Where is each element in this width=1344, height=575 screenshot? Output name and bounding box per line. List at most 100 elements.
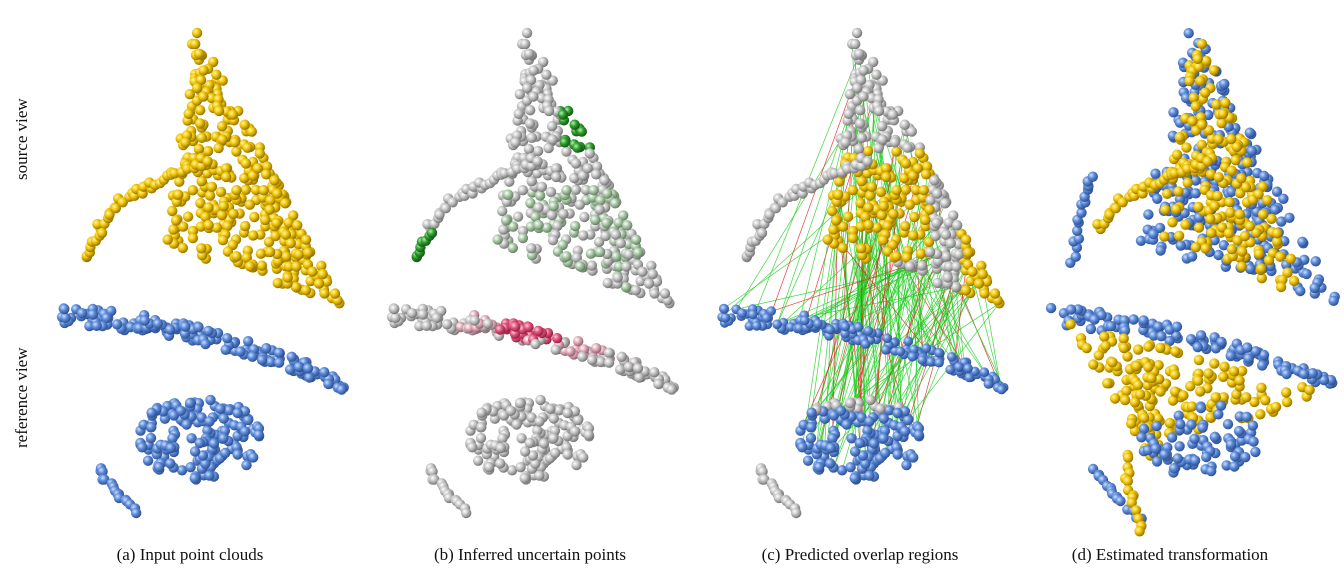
source-point [1134, 389, 1146, 400]
source-point [187, 185, 198, 196]
reference-point [825, 442, 837, 454]
source-point [170, 215, 182, 226]
source-point [507, 242, 518, 254]
reference-point [1226, 186, 1237, 197]
source-point [1193, 375, 1204, 386]
source-point [200, 211, 211, 223]
reference-point [265, 356, 276, 368]
reference-point [1189, 455, 1201, 466]
reference-point [909, 344, 919, 355]
source-point [1195, 75, 1206, 87]
source-point [891, 185, 902, 196]
reference-point [293, 361, 304, 373]
reference-point [825, 324, 835, 335]
reference-point [1174, 441, 1185, 452]
reference-point [1151, 420, 1162, 432]
source-point [615, 238, 626, 249]
source-point [952, 220, 963, 231]
source-point [255, 248, 267, 259]
source-point [530, 211, 541, 223]
source-point [1180, 219, 1191, 230]
reference-point [319, 367, 330, 378]
reference-point [242, 414, 254, 426]
source-point [873, 142, 884, 154]
reference-point [737, 308, 747, 319]
reference-point [748, 309, 758, 320]
source-point [595, 195, 606, 206]
source-point [910, 184, 922, 196]
source-point [1188, 92, 1200, 103]
source-point [300, 234, 312, 245]
reference-point [1119, 325, 1131, 336]
source-point [574, 261, 586, 272]
source-point [280, 198, 291, 209]
source-point [182, 211, 194, 222]
source-point [272, 277, 283, 289]
reference-point [534, 470, 545, 481]
source-point [878, 200, 889, 212]
reference-point [1244, 127, 1256, 138]
reference-point [1159, 449, 1170, 460]
source-point [1185, 381, 1196, 392]
source-point [1285, 253, 1297, 264]
reference-point [841, 419, 852, 430]
source-point [588, 185, 599, 196]
source-point [317, 268, 328, 280]
source-point [282, 272, 293, 283]
source-point [547, 134, 558, 145]
source-point [250, 184, 262, 196]
reference-point [797, 442, 808, 453]
source-point [543, 105, 555, 117]
source-point [843, 108, 854, 120]
reference-point [1150, 443, 1161, 454]
source-point [1275, 251, 1286, 262]
source-point [240, 158, 252, 169]
source-point [1129, 397, 1141, 408]
source-point [973, 278, 985, 289]
source-point [264, 204, 275, 215]
reference-point [431, 312, 442, 324]
source-point [222, 220, 233, 232]
reference-point [1309, 282, 1320, 294]
source-point [260, 214, 271, 226]
source-point [576, 126, 587, 137]
reference-point [1258, 349, 1270, 361]
source-point [1216, 117, 1227, 129]
reference-point [239, 426, 251, 437]
source-point [1244, 221, 1256, 232]
source-point [182, 163, 193, 174]
reference-point [1168, 107, 1179, 118]
source-point [891, 146, 902, 157]
reference-point [878, 413, 889, 424]
reference-point [744, 321, 755, 331]
reference-point [552, 333, 563, 344]
reference-point [863, 326, 874, 336]
reference-point [553, 405, 565, 416]
reference-point [197, 450, 209, 461]
reference-point [218, 413, 229, 424]
reference-point [164, 324, 176, 335]
source-point [1164, 417, 1176, 429]
source-point [524, 118, 536, 129]
reference-point [1136, 432, 1147, 443]
source-point [854, 118, 866, 129]
source-point [1218, 371, 1229, 382]
source-point [1203, 368, 1214, 379]
reference-point [1225, 350, 1236, 362]
source-point [240, 220, 251, 232]
source-point [1211, 99, 1222, 110]
reference-point [1152, 193, 1163, 204]
source-point [853, 48, 865, 59]
reference-point [475, 432, 487, 444]
reference-point [1045, 302, 1057, 314]
source-point [1219, 361, 1230, 372]
source-point [190, 38, 201, 50]
reference-point [849, 473, 860, 484]
reference-point [562, 449, 573, 460]
reference-point [1195, 330, 1207, 341]
reference-point [926, 357, 936, 367]
reference-point [1215, 400, 1227, 411]
source-point [900, 158, 912, 169]
source-point [1253, 248, 1265, 259]
source-point [541, 222, 553, 233]
